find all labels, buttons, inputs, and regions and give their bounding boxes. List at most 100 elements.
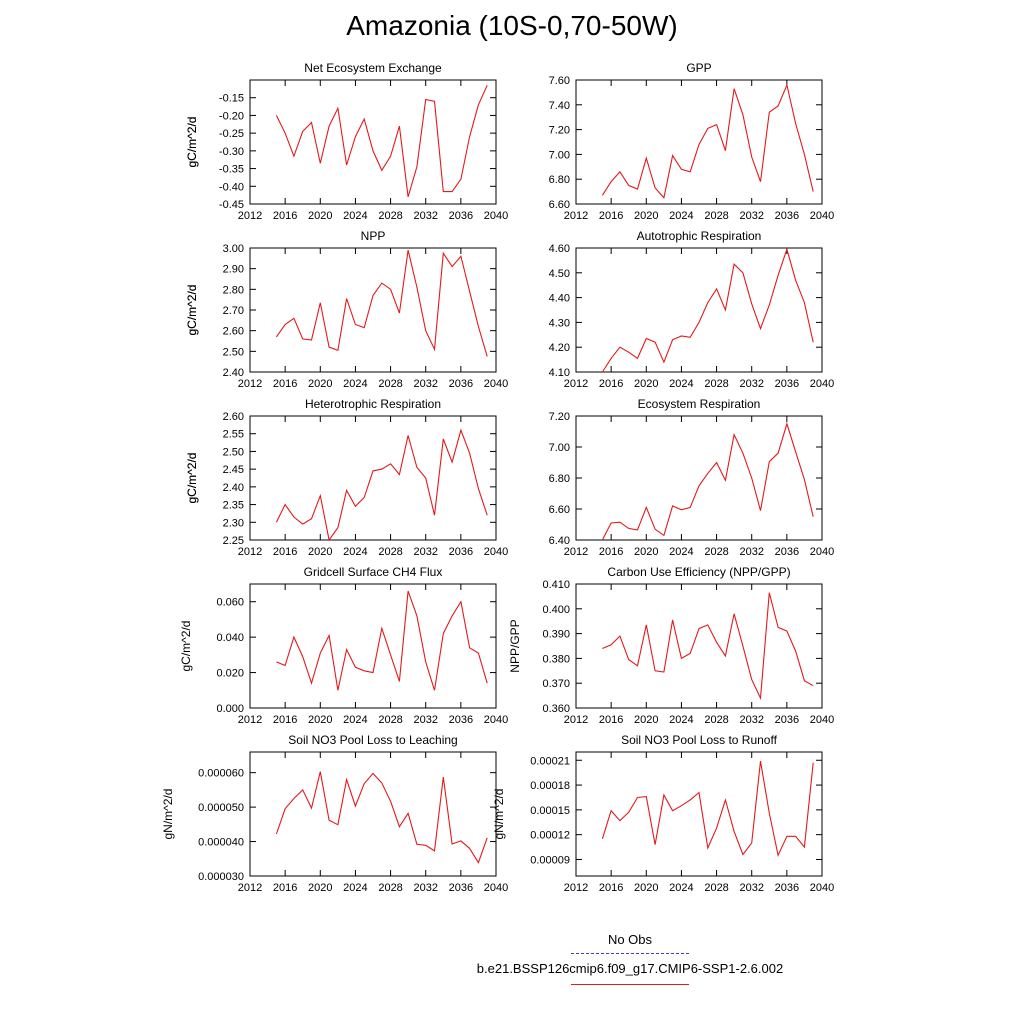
chart-title: Heterotrophic Respiration xyxy=(305,397,441,411)
chart-title: NPP xyxy=(361,229,386,243)
y-axis-label: gN/m^2/d xyxy=(492,789,506,840)
y-tick-label: 6.40 xyxy=(549,535,570,547)
legend-obs-label: No Obs xyxy=(607,932,653,947)
x-tick-label: 2032 xyxy=(739,714,763,726)
series-line xyxy=(601,421,814,541)
x-tick-label: 2020 xyxy=(634,378,658,390)
x-tick-label: 2040 xyxy=(810,210,834,222)
x-tick-label: 2020 xyxy=(634,714,658,726)
chart-panel: GPP 2012 2016 2020 2024 2028 2032 2036 2040 6.60 6… xyxy=(185,61,834,222)
series-line xyxy=(601,247,814,373)
y-tick-label: 4.20 xyxy=(549,342,570,354)
x-tick-label: 2032 xyxy=(413,714,437,726)
x-tick-label: 2016 xyxy=(273,210,297,222)
x-tick-label: 2012 xyxy=(238,378,262,390)
x-tick-label: 2012 xyxy=(564,378,588,390)
y-tick-label: -0.45 xyxy=(219,199,244,211)
x-tick-label: 2032 xyxy=(413,378,437,390)
y-axis-label: gC/m^2/d xyxy=(185,453,199,504)
x-tick-label: 2032 xyxy=(739,546,763,558)
x-tick-label: 2016 xyxy=(599,546,623,558)
y-tick-label: 2.30 xyxy=(223,517,244,529)
y-tick-label: 0.000040 xyxy=(198,837,244,849)
y-axis-label: gN/m^2/d xyxy=(161,789,175,840)
x-tick-label: 2016 xyxy=(599,210,623,222)
y-tick-label: 4.10 xyxy=(549,367,570,379)
x-tick-label: 2028 xyxy=(704,546,728,558)
y-tick-label: -0.20 xyxy=(219,110,244,122)
y-tick-label: 0.060 xyxy=(216,597,244,609)
y-tick-label: 6.80 xyxy=(549,174,570,186)
x-tick-label: 2020 xyxy=(308,882,332,894)
chart-panel: NPP 2012 2016 2020 2024 2028 2032 2036 2040 2.40 2… xyxy=(185,229,508,390)
x-tick-label: 2032 xyxy=(739,210,763,222)
x-tick-label: 2036 xyxy=(449,378,473,390)
x-tick-label: 2028 xyxy=(378,714,402,726)
y-tick-label: 7.00 xyxy=(549,149,570,161)
y-axis-label: gC/m^2/d xyxy=(185,453,199,504)
legend-model-label: b.e21.BSSP126cmip6.f09_g17.CMIP6-SSP1-2.… xyxy=(476,961,784,976)
y-tick-label: 0.00018 xyxy=(530,780,570,792)
y-tick-label: 4.40 xyxy=(549,293,570,305)
series-line xyxy=(601,83,814,199)
y-tick-label: 2.90 xyxy=(223,264,244,276)
x-tick-label: 2012 xyxy=(238,714,262,726)
x-tick-label: 2020 xyxy=(634,546,658,558)
y-axis-label: NPP/GPP xyxy=(508,619,522,672)
series-line xyxy=(601,761,814,858)
x-tick-label: 2028 xyxy=(704,378,728,390)
x-tick-label: 2012 xyxy=(238,882,262,894)
y-tick-label: 2.35 xyxy=(223,500,244,512)
y-tick-label: 7.40 xyxy=(549,100,570,112)
x-tick-label: 2024 xyxy=(343,546,367,558)
y-tick-label: 7.20 xyxy=(549,411,570,423)
x-tick-label: 2040 xyxy=(484,714,508,726)
chart-panel: Gridcell Surface CH4 Flux 2012 2016 2020 202… xyxy=(179,565,508,726)
x-tick-label: 2016 xyxy=(599,714,623,726)
y-tick-label: -0.40 xyxy=(219,181,244,193)
chart-panel: Ecosystem Respiration 2012 2016 2020 2024 202… xyxy=(185,397,834,558)
x-tick-label: 2024 xyxy=(669,210,693,222)
y-tick-label: 2.50 xyxy=(223,446,244,458)
x-tick-label: 2012 xyxy=(564,714,588,726)
x-tick-label: 2024 xyxy=(669,546,693,558)
chart-title: Carbon Use Efficiency (NPP/GPP) xyxy=(607,565,790,579)
x-tick-label: 2028 xyxy=(378,210,402,222)
plot-frame xyxy=(249,415,497,541)
x-tick-label: 2020 xyxy=(308,546,332,558)
series-line xyxy=(275,249,488,357)
y-tick-label: 0.000050 xyxy=(198,802,244,814)
x-tick-label: 2040 xyxy=(810,882,834,894)
chart-title: Soil NO3 Pool Loss to Leaching xyxy=(288,733,457,747)
x-tick-label: 2024 xyxy=(669,714,693,726)
y-tick-label: 0.040 xyxy=(216,632,244,644)
chart-title: Ecosystem Respiration xyxy=(638,397,761,411)
chart-title: Net Ecosystem Exchange xyxy=(304,61,442,75)
x-tick-label: 2040 xyxy=(484,546,508,558)
x-tick-label: 2032 xyxy=(413,210,437,222)
y-tick-label: 6.80 xyxy=(549,473,570,485)
y-axis-label: gC/m^2/d xyxy=(185,285,199,336)
x-tick-label: 2024 xyxy=(669,882,693,894)
y-tick-label: -0.35 xyxy=(219,164,244,176)
y-tick-label: 2.25 xyxy=(223,535,244,547)
x-tick-label: 2036 xyxy=(775,714,799,726)
y-tick-label: 2.40 xyxy=(223,367,244,379)
y-tick-label: -0.25 xyxy=(219,128,244,140)
x-tick-label: 2040 xyxy=(484,882,508,894)
plot-frame xyxy=(249,247,497,373)
chart-panel: Soil NO3 Pool Loss to Leaching 2012 2016 20… xyxy=(161,733,508,894)
y-tick-label: 0.00021 xyxy=(530,755,570,767)
chart-title: Gridcell Surface CH4 Flux xyxy=(304,565,443,579)
plot-frame xyxy=(575,79,823,205)
x-tick-label: 2020 xyxy=(308,714,332,726)
x-tick-label: 2024 xyxy=(343,714,367,726)
series-line xyxy=(275,85,488,198)
plot-frame xyxy=(249,751,497,877)
x-tick-label: 2036 xyxy=(449,546,473,558)
x-tick-label: 2036 xyxy=(775,546,799,558)
legend-obs-line xyxy=(571,953,689,954)
y-tick-label: 2.55 xyxy=(223,429,244,441)
y-tick-label: 7.00 xyxy=(549,442,570,454)
